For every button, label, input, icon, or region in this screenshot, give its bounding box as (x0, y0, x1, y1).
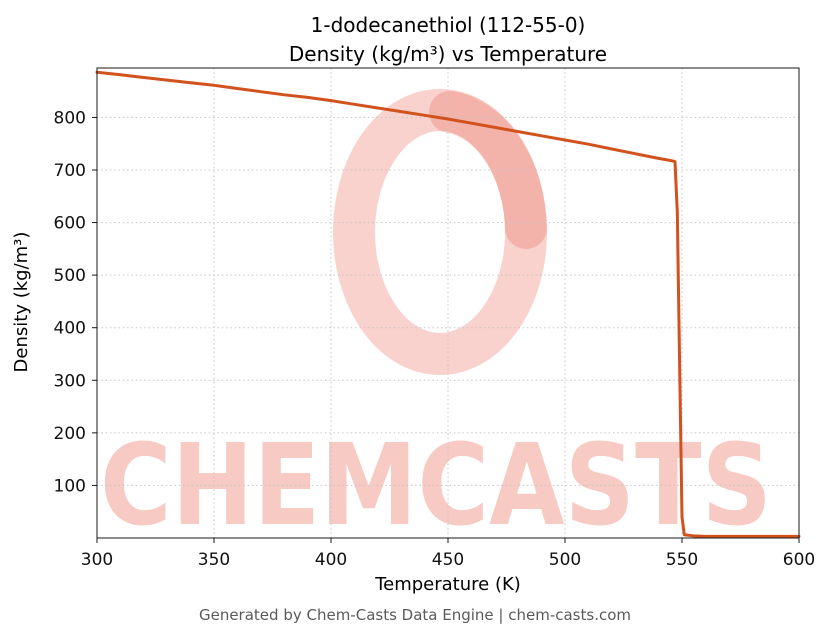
watermark-text: CHEMCASTS (100, 421, 772, 551)
series-line-density (95, 70, 801, 538)
chart-title-line2: Density (kg/m³) vs Temperature (288, 42, 608, 66)
chart-layer: 300 350 400 450 500 550 600 100 200 300 400 500 600 7… (54, 67, 815, 570)
chart-title: 1-dodecanethiol (112-55-0) Density (kg/m… (97, 11, 799, 69)
y-tick-label: 300 (54, 371, 86, 391)
y-tick-label: 700 (54, 161, 86, 181)
x-tick-label: 500 (549, 550, 581, 570)
x-tick-label: 300 (81, 550, 113, 570)
x-tick-label: 550 (666, 550, 698, 570)
y-tick-label: 500 (54, 266, 86, 286)
y-axis-label: Density (kg/m³) (11, 231, 32, 373)
x-axis-label: Temperature (K) (375, 574, 521, 595)
watermark-logo-icon (333, 89, 547, 375)
y-tick-label: 100 (54, 476, 86, 496)
x-tick-label: 350 (198, 550, 230, 570)
footer-text: Generated by Chem-Casts Data Engine | ch… (198, 606, 632, 624)
y-tick-label: 400 (54, 319, 86, 339)
y-tick-label: 200 (54, 424, 86, 444)
x-tick-label: 450 (432, 550, 464, 570)
y-tick-label: 600 (54, 214, 86, 234)
y-tick-label: 800 (54, 108, 86, 128)
x-tick-label: 600 (783, 550, 815, 570)
x-tick-label: 400 (315, 550, 347, 570)
chart-title-line1: 1-dodecanethiol (112-55-0) (310, 13, 586, 37)
